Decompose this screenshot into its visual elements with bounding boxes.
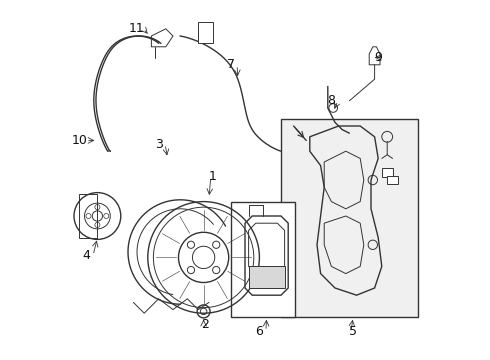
- Bar: [248, 266, 285, 288]
- Bar: [231, 202, 295, 317]
- Text: 4: 4: [83, 249, 91, 262]
- Text: 8: 8: [327, 94, 335, 107]
- Text: 3: 3: [155, 138, 163, 150]
- Bar: [387, 176, 398, 184]
- Text: 5: 5: [349, 325, 357, 338]
- Text: 7: 7: [226, 58, 235, 71]
- Text: 1: 1: [209, 170, 217, 183]
- Text: 11: 11: [129, 22, 145, 35]
- Bar: [198, 22, 213, 43]
- Text: 10: 10: [72, 134, 87, 147]
- Bar: [382, 168, 392, 177]
- Bar: [281, 119, 418, 317]
- Text: 6: 6: [255, 325, 263, 338]
- Text: 9: 9: [374, 51, 382, 64]
- Text: 2: 2: [201, 318, 209, 330]
- Bar: [79, 194, 97, 238]
